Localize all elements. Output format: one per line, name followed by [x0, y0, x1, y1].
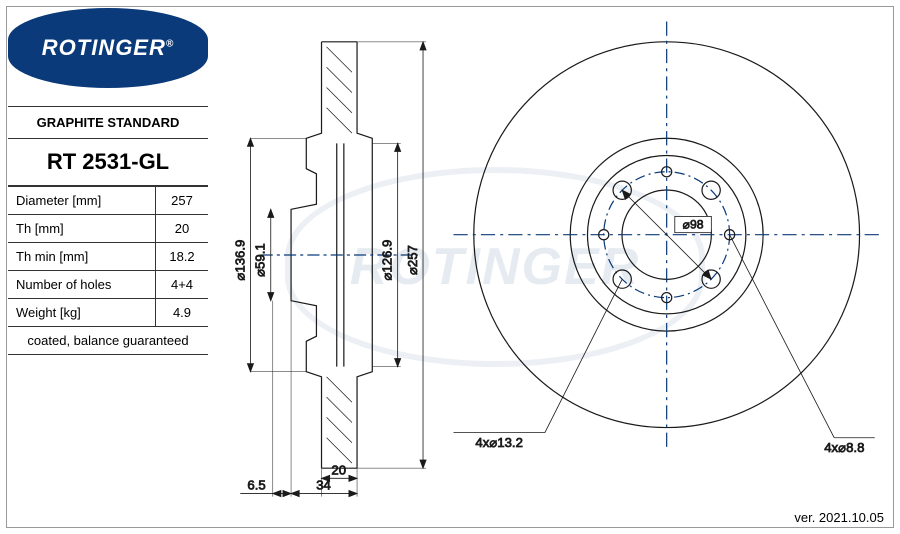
brand-logo: ROTINGER® [8, 8, 208, 88]
table-row: Number of holes4+4 [8, 271, 208, 299]
table-row: Th min [mm]18.2 [8, 243, 208, 271]
table-row: Diameter [mm]257 [8, 187, 208, 215]
spec-table: GRAPHITE STANDARD RT 2531-GL Diameter [m… [8, 106, 208, 355]
part-number: RT 2531-GL [8, 139, 208, 185]
svg-text:6.5: 6.5 [247, 478, 265, 493]
spec-footer: coated, balance guaranteed [8, 327, 208, 354]
spec-title: GRAPHITE STANDARD [8, 107, 208, 138]
svg-text:4x⌀8.8: 4x⌀8.8 [824, 440, 864, 455]
svg-text:⌀59.1: ⌀59.1 [253, 243, 268, 277]
table-row: Weight [kg]4.9 [8, 299, 208, 327]
svg-text:⌀126.9: ⌀126.9 [380, 240, 395, 281]
tech-drawing: ⌀136.9 ⌀59.1 ⌀126.9 ⌀257 [220, 10, 890, 500]
table-row: Th [mm]20 [8, 215, 208, 243]
svg-text:⌀257: ⌀257 [405, 245, 420, 275]
svg-text:20: 20 [331, 462, 346, 477]
svg-text:4x⌀13.2: 4x⌀13.2 [475, 435, 523, 450]
svg-text:⌀98: ⌀98 [683, 218, 704, 232]
version-label: ver. 2021.10.05 [794, 510, 884, 525]
svg-text:34: 34 [316, 478, 331, 493]
svg-text:⌀136.9: ⌀136.9 [232, 240, 247, 281]
reg-mark: ® [166, 39, 174, 50]
brand-text: ROTINGER [42, 35, 166, 60]
